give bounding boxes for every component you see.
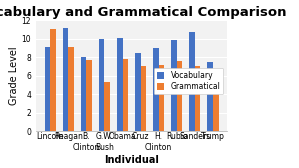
Bar	[117, 38, 123, 131]
Y-axis label: Grade Level: Grade Level	[9, 46, 19, 105]
Bar	[141, 66, 146, 131]
Bar	[195, 66, 201, 131]
Bar	[104, 82, 110, 131]
Bar	[123, 59, 128, 131]
Legend: Vocabulary, Grammatical: Vocabulary, Grammatical	[154, 68, 223, 94]
Bar	[45, 47, 50, 131]
Bar	[62, 29, 68, 131]
Bar	[50, 29, 56, 131]
Bar	[207, 62, 213, 131]
Bar	[99, 39, 104, 131]
Bar	[177, 61, 182, 131]
X-axis label: Individual: Individual	[104, 155, 159, 165]
Bar	[159, 65, 164, 131]
Bar	[135, 52, 141, 131]
Bar	[171, 40, 177, 131]
Bar	[86, 60, 92, 131]
Bar	[81, 57, 86, 131]
Bar	[68, 47, 74, 131]
Bar	[213, 77, 219, 131]
Title: Vocabulary and Grammatical Comparison: Vocabulary and Grammatical Comparison	[0, 6, 286, 19]
Bar	[153, 48, 159, 131]
Bar	[189, 32, 195, 131]
